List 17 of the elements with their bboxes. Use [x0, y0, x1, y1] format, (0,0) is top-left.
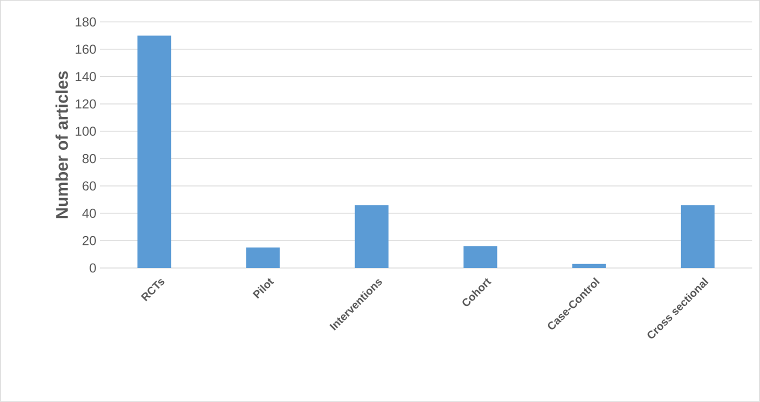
bar — [137, 36, 172, 268]
y-tick-label: 0 — [90, 263, 96, 273]
y-tick-label: 160 — [76, 44, 96, 54]
y-tick-label: 60 — [82, 181, 96, 191]
y-axis-title: Number of articles — [56, 71, 68, 218]
y-tick-label: 180 — [76, 17, 96, 27]
y-tick-label: 20 — [82, 236, 96, 246]
bar — [572, 264, 606, 268]
bar — [680, 205, 715, 268]
y-tick-label: 100 — [76, 126, 96, 136]
y-tick-label: 40 — [82, 208, 96, 218]
bar — [246, 248, 280, 268]
y-tick-label: 140 — [76, 72, 96, 82]
y-tick-label: 120 — [76, 99, 96, 109]
bar — [464, 246, 498, 268]
bar — [354, 205, 389, 268]
y-tick-label: 80 — [82, 154, 96, 164]
